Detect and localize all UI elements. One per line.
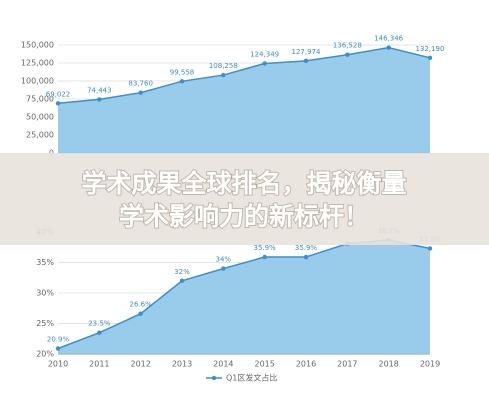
point [55, 101, 61, 106]
x-tick-label: 2014 [213, 360, 233, 369]
point [221, 72, 226, 78]
point [55, 346, 61, 351]
point [179, 278, 185, 283]
y-tick-label: 35% [36, 258, 54, 267]
banner-bg [0, 153, 489, 245]
point [386, 45, 391, 50]
area [58, 47, 430, 154]
point [345, 52, 350, 57]
data-label: 26.6% [130, 301, 153, 309]
y-tick-label: 20% [36, 350, 54, 359]
data-label: 132,190 [416, 45, 445, 53]
data-label: 74,443 [87, 86, 112, 94]
point [138, 90, 143, 95]
y-tick-label: 125,000 [21, 59, 54, 68]
y-tick-label: 100,000 [21, 77, 54, 86]
y-tick-label: 50,000 [26, 113, 54, 122]
x-tick-label: 2011 [89, 360, 109, 369]
data-label: 20.9% [47, 336, 70, 344]
data-label: 83,760 [128, 80, 153, 88]
y-tick-label: 30% [36, 289, 54, 298]
data-label: 136,528 [333, 42, 362, 50]
line [57, 46, 431, 105]
y-tick-label: 25% [36, 319, 54, 328]
y-tick-label: 150,000 [21, 41, 54, 50]
x-tick-label: 2012 [130, 360, 150, 369]
data-label: 35.9% [295, 244, 318, 252]
data-label: 69,022 [46, 90, 71, 98]
point [262, 61, 267, 66]
x-tick-label: 2019 [420, 360, 440, 369]
point [138, 311, 143, 316]
point [427, 246, 433, 251]
point [303, 254, 309, 260]
data-label: 99,558 [170, 68, 195, 76]
legend-swatch [211, 375, 217, 381]
banner-line: 学术影响力的新标杆！ [119, 202, 369, 231]
point [262, 254, 267, 260]
x-tick-label: 2010 [48, 360, 68, 369]
x-tick-label: 2015 [254, 360, 274, 369]
x-tick-label: 2013 [172, 360, 192, 369]
x-tick-label: 2017 [337, 360, 357, 369]
data-label: 124,349 [250, 50, 279, 58]
point [221, 266, 226, 271]
area [58, 239, 430, 354]
point [97, 330, 102, 335]
point [179, 79, 185, 84]
data-label: 32% [174, 268, 190, 276]
y-tick-label: 25,000 [26, 131, 54, 140]
x-tick-label: 2018 [378, 360, 398, 369]
data-label: 146,346 [374, 35, 403, 43]
point [427, 55, 433, 61]
data-label: 23.5% [88, 320, 111, 328]
data-label: 108,258 [209, 62, 238, 70]
banner-line: 学术成果全球排名，揭秘衡量 [81, 169, 406, 198]
x-tick-label: 2016 [296, 360, 316, 369]
point [97, 97, 102, 102]
point [303, 58, 309, 64]
data-label: 35.9% [254, 244, 277, 252]
data-label: 127,974 [292, 48, 321, 56]
data-label: 34% [216, 256, 232, 264]
legend-label: Q1区发文占比 [226, 373, 277, 383]
y-tick-label: 75,000 [26, 95, 54, 104]
